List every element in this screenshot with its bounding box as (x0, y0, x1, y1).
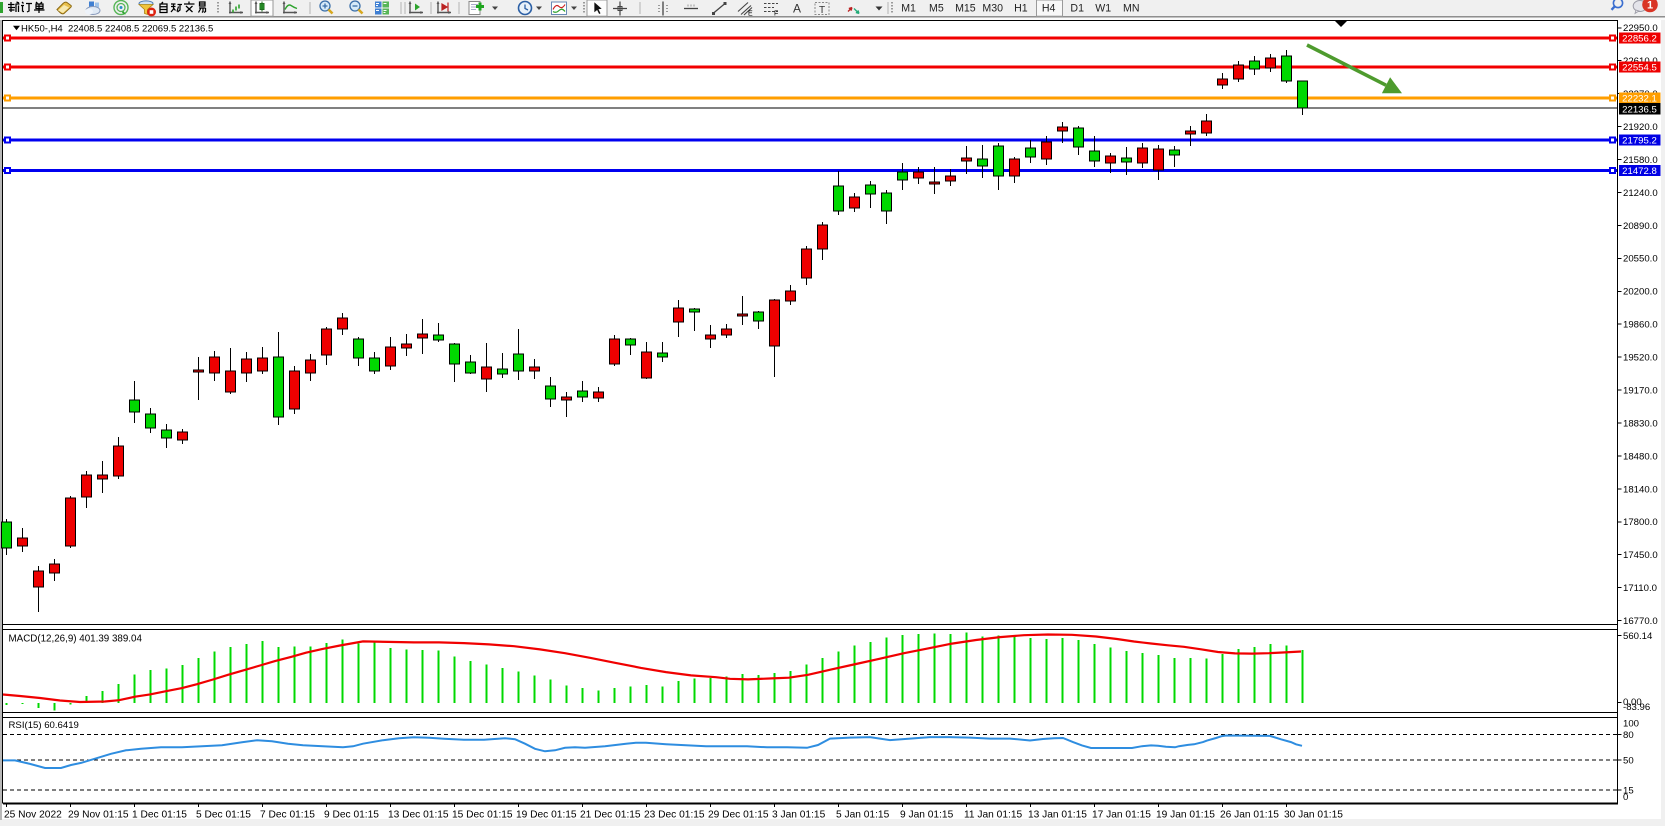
svg-text:H4: H4 (1042, 3, 1056, 15)
svg-text:22136.5: 22136.5 (1622, 104, 1657, 115)
svg-text:T: T (819, 5, 825, 16)
svg-text:F: F (774, 11, 778, 18)
svg-text:-83.96: -83.96 (1623, 702, 1650, 713)
svg-text:80: 80 (1623, 730, 1634, 741)
svg-text:26 Jan 01:15: 26 Jan 01:15 (1220, 809, 1279, 820)
svg-text:M15: M15 (955, 3, 976, 15)
svg-text:MN: MN (1123, 3, 1139, 15)
svg-text:21 Dec 01:15: 21 Dec 01:15 (580, 809, 641, 820)
svg-text:5 Jan 01:15: 5 Jan 01:15 (836, 809, 890, 820)
svg-text:W1: W1 (1095, 3, 1111, 15)
svg-text:20200.0: 20200.0 (1623, 287, 1658, 298)
svg-text:A: A (793, 2, 801, 16)
svg-text:20890.0: 20890.0 (1623, 221, 1658, 232)
svg-text:18140.0: 18140.0 (1623, 484, 1658, 495)
svg-text:21472.8: 21472.8 (1622, 166, 1657, 177)
svg-text:M1: M1 (901, 3, 916, 15)
svg-text:23 Dec 01:15: 23 Dec 01:15 (644, 809, 705, 820)
svg-text:0: 0 (1623, 792, 1628, 803)
svg-text:9 Jan 01:15: 9 Jan 01:15 (900, 809, 954, 820)
svg-text:19860.0: 19860.0 (1623, 320, 1658, 331)
svg-text:D1: D1 (1070, 3, 1084, 15)
svg-text:21795.2: 21795.2 (1622, 136, 1657, 147)
svg-text:0.00: 0.00 (1623, 697, 1642, 708)
svg-text:9 Dec 01:15: 9 Dec 01:15 (324, 809, 379, 820)
svg-text:18830.0: 18830.0 (1623, 418, 1658, 429)
svg-text:560.14: 560.14 (1623, 631, 1653, 642)
svg-text:7 Dec 01:15: 7 Dec 01:15 (260, 809, 315, 820)
svg-text:100: 100 (1623, 718, 1639, 729)
svg-text:H1: H1 (1014, 3, 1028, 15)
svg-text:HK50-,H4 22408.5 22408.5 2206: HK50-,H4 22408.5 22408.5 22069.5 22136.5 (21, 24, 213, 35)
svg-text:E: E (748, 11, 753, 18)
svg-text:18480.0: 18480.0 (1623, 451, 1658, 462)
svg-text:1 Dec 01:15: 1 Dec 01:15 (132, 809, 187, 820)
svg-text:5 Dec 01:15: 5 Dec 01:15 (196, 809, 251, 820)
svg-text:50: 50 (1623, 755, 1634, 766)
svg-text:MACD(12,26,9) 401.39 389.04: MACD(12,26,9) 401.39 389.04 (9, 634, 143, 645)
svg-text:29 Dec 01:15: 29 Dec 01:15 (708, 809, 769, 820)
svg-text:22554.5: 22554.5 (1622, 63, 1657, 74)
svg-text:15 Dec 01:15: 15 Dec 01:15 (452, 809, 513, 820)
svg-text:M30: M30 (982, 3, 1003, 15)
svg-text:22950.0: 22950.0 (1623, 23, 1658, 34)
svg-text:13 Dec 01:15: 13 Dec 01:15 (388, 809, 449, 820)
svg-text:17 Jan 01:15: 17 Jan 01:15 (1092, 809, 1151, 820)
svg-text:15: 15 (1623, 785, 1634, 796)
svg-text:19 Dec 01:15: 19 Dec 01:15 (516, 809, 577, 820)
svg-text:17800.0: 17800.0 (1623, 517, 1658, 528)
svg-text:11 Jan 01:15: 11 Jan 01:15 (964, 809, 1022, 820)
svg-text:21920.0: 21920.0 (1623, 122, 1658, 133)
svg-text:13 Jan 01:15: 13 Jan 01:15 (1028, 809, 1087, 820)
svg-text:16770.0: 16770.0 (1623, 616, 1658, 627)
svg-text:21580.0: 21580.0 (1623, 155, 1658, 166)
svg-text:22232.1: 22232.1 (1622, 94, 1657, 105)
svg-text:19 Jan 01:15: 19 Jan 01:15 (1156, 809, 1215, 820)
svg-text:25 Nov 2022: 25 Nov 2022 (4, 809, 62, 820)
svg-text:RSI(15) 60.6419: RSI(15) 60.6419 (9, 720, 79, 731)
svg-text:22856.2: 22856.2 (1622, 34, 1657, 45)
svg-text:20550.0: 20550.0 (1623, 254, 1658, 265)
svg-text:29 Nov 01:15: 29 Nov 01:15 (68, 809, 129, 820)
svg-text:19170.0: 19170.0 (1623, 386, 1658, 397)
svg-text:21240.0: 21240.0 (1623, 188, 1658, 199)
svg-text:19520.0: 19520.0 (1623, 353, 1658, 364)
svg-text:17110.0: 17110.0 (1623, 583, 1657, 594)
svg-text:1: 1 (1647, 0, 1653, 12)
svg-text:M5: M5 (929, 3, 944, 15)
svg-text:30 Jan 01:15: 30 Jan 01:15 (1284, 809, 1343, 820)
svg-text:17450.0: 17450.0 (1623, 550, 1658, 561)
svg-text:3 Jan 01:15: 3 Jan 01:15 (772, 809, 826, 820)
